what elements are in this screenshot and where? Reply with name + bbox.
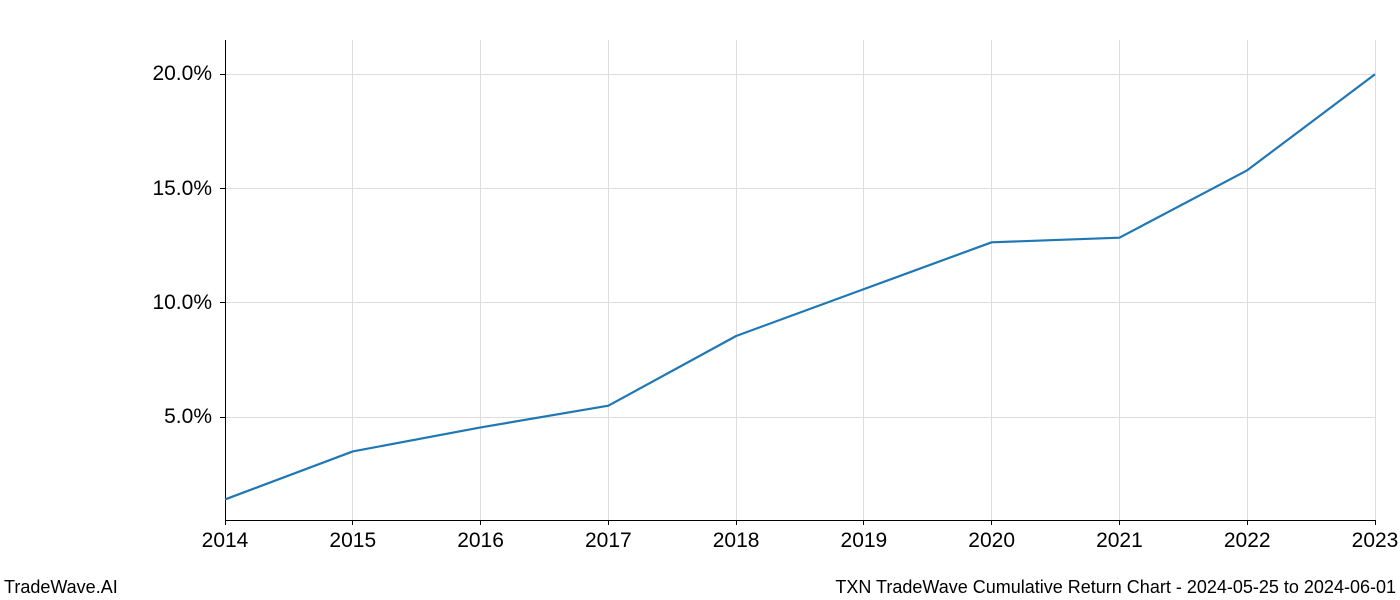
x-tick-label: 2023 xyxy=(1352,529,1399,553)
x-tick xyxy=(736,520,737,525)
x-tick xyxy=(352,520,353,525)
footer-right-label: TXN TradeWave Cumulative Return Chart - … xyxy=(835,577,1396,598)
y-tick-label: 20.0% xyxy=(152,62,212,86)
x-tick xyxy=(1119,520,1120,525)
x-tick xyxy=(225,520,226,525)
x-tick-label: 2017 xyxy=(585,529,632,553)
data-line xyxy=(225,40,1375,520)
x-tick-label: 2020 xyxy=(968,529,1015,553)
x-tick-label: 2014 xyxy=(202,529,249,553)
x-tick xyxy=(608,520,609,525)
x-tick xyxy=(991,520,992,525)
y-tick-label: 5.0% xyxy=(164,405,212,429)
x-tick xyxy=(1247,520,1248,525)
y-tick-label: 15.0% xyxy=(152,177,212,201)
x-tick-label: 2022 xyxy=(1224,529,1271,553)
x-tick-label: 2021 xyxy=(1096,529,1143,553)
x-tick-label: 2019 xyxy=(841,529,888,553)
x-tick-label: 2016 xyxy=(457,529,504,553)
x-tick xyxy=(480,520,481,525)
footer-left-label: TradeWave.AI xyxy=(4,577,118,598)
x-tick xyxy=(1375,520,1376,525)
x-tick-label: 2018 xyxy=(713,529,760,553)
y-tick-label: 10.0% xyxy=(152,291,212,315)
x-tick-label: 2015 xyxy=(329,529,376,553)
chart-plot-area: 2014201520162017201820192020202120222023… xyxy=(225,40,1375,520)
x-tick xyxy=(863,520,864,525)
